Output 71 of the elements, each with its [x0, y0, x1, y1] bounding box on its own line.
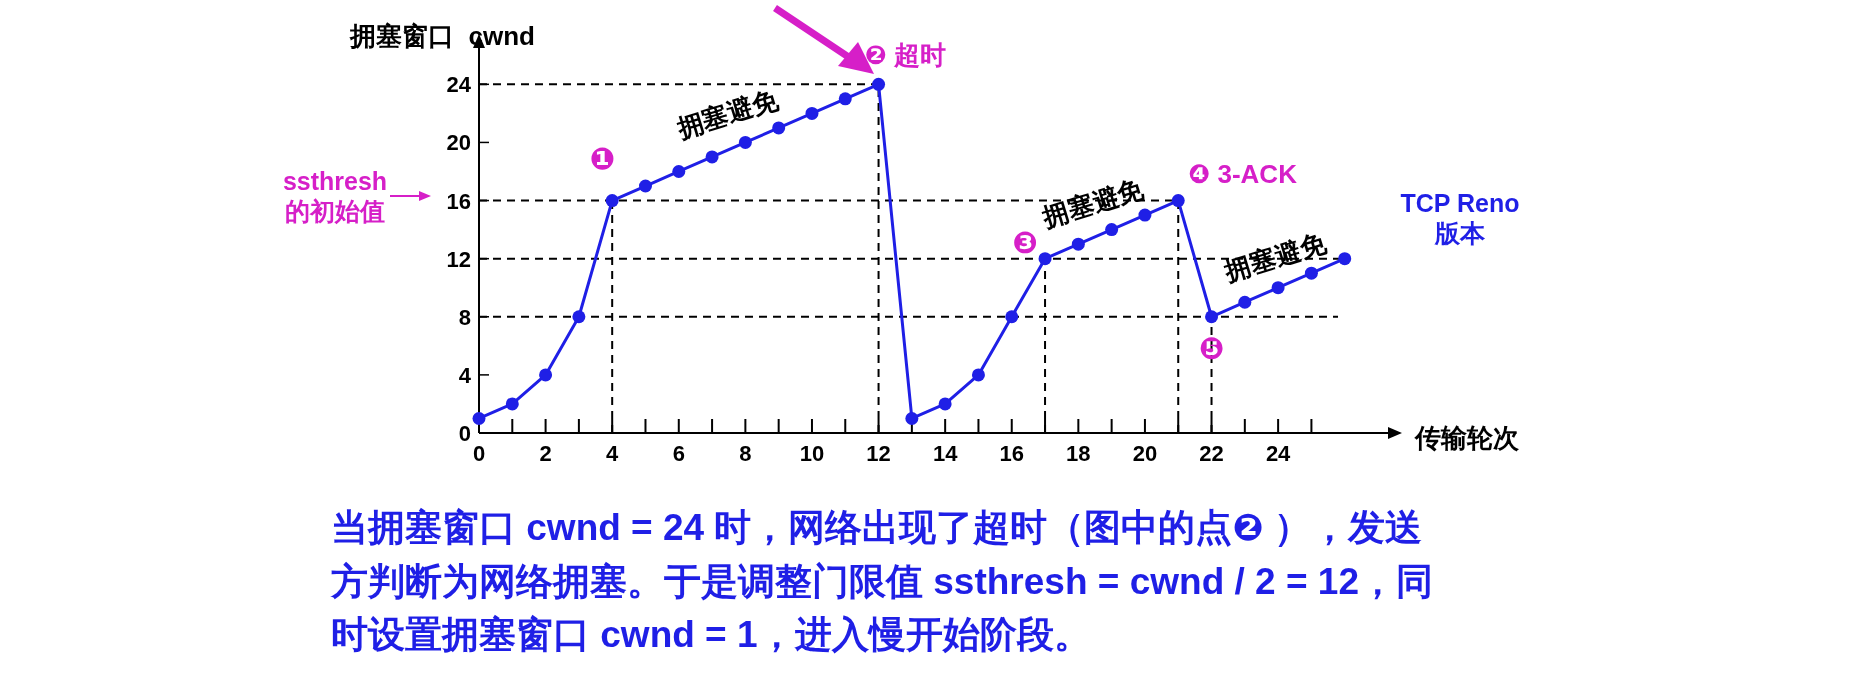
x-tick: 12	[866, 418, 891, 466]
annotation: 拥塞避免	[672, 83, 783, 144]
annotation: ❷ 超时	[864, 40, 946, 71]
x-tick-label: 24	[1265, 441, 1292, 466]
point	[605, 194, 619, 208]
x-tick-label: 16	[999, 441, 1024, 466]
y-axis-title: 拥塞窗口 cwnd	[349, 21, 535, 51]
annotation: ❺	[1198, 331, 1225, 365]
y-tick-label: 0	[458, 421, 471, 446]
x-tick-label: 22	[1199, 441, 1224, 466]
y-tick-label: 12	[446, 246, 471, 272]
y-tick-label: 20	[446, 130, 471, 156]
x-tick: 6	[672, 418, 685, 466]
x-tick: 16	[999, 418, 1024, 466]
point	[872, 77, 886, 91]
x-tick-label: 14	[932, 441, 959, 466]
x-tick: 14	[932, 418, 958, 466]
x-tick-label: 8	[739, 441, 752, 466]
x-tick-label: 6	[672, 441, 685, 466]
point	[938, 397, 952, 411]
point	[971, 368, 985, 382]
point	[738, 135, 752, 149]
point	[1238, 295, 1252, 309]
x-tick-label: 18	[1066, 441, 1091, 466]
annotation: ❹ 3-ACK	[1188, 158, 1298, 189]
x-tick-label: 12	[866, 441, 891, 466]
point	[1271, 281, 1285, 295]
x-tick: 2	[539, 418, 552, 466]
x-tick: 8	[739, 418, 752, 466]
point	[805, 106, 819, 120]
text: 当拥塞窗口 cwnd = 24 时，网络出现了超时（图中的点❷ ），发送方判断为网络拥塞。于是调整门限值 ssthresh = cwnd / 2 = 12，同时设置拥塞窗口 cwnd = 1，进入慢开始阶段。	[330, 507, 1433, 656]
point	[1005, 310, 1019, 324]
annotation: 拥塞避免	[1220, 227, 1331, 287]
point	[572, 310, 586, 324]
point	[772, 121, 786, 135]
x-tick-label: 4	[606, 441, 620, 466]
y-tick-label: 16	[446, 188, 471, 214]
point	[672, 164, 686, 178]
x-tick: 22	[1199, 418, 1224, 466]
point	[1038, 252, 1052, 266]
point	[1138, 208, 1152, 222]
point	[1105, 223, 1119, 237]
y-tick-label: 4	[458, 362, 472, 388]
point	[638, 179, 652, 193]
text: ssthresh 的初始值	[282, 167, 388, 225]
point	[838, 92, 852, 106]
point	[905, 411, 919, 425]
text: TCP Reno 版本	[1400, 189, 1520, 247]
annotation: 拥塞避免	[1037, 173, 1149, 233]
annotation: ❸	[1012, 225, 1038, 259]
x-tick: 24	[1265, 418, 1291, 466]
point	[505, 397, 519, 411]
annotation: ❶	[589, 141, 615, 175]
x-tick: 18	[1066, 418, 1091, 466]
point	[1304, 266, 1318, 280]
x-axis-title: 传输轮次	[1414, 423, 1520, 453]
point	[1205, 310, 1219, 324]
point	[539, 368, 553, 382]
x-tick-label: 20	[1132, 441, 1158, 466]
x-tick: 4	[606, 418, 619, 466]
x-tick: 10	[799, 418, 825, 466]
point	[705, 150, 719, 164]
x-tick-label: 10	[799, 441, 825, 466]
point	[472, 411, 486, 425]
x-tick-label: 2	[539, 441, 552, 466]
point	[1071, 237, 1085, 251]
point	[1171, 194, 1185, 208]
y-tick-label: 24	[446, 72, 472, 98]
point	[1338, 252, 1352, 266]
x-tick: 20	[1132, 418, 1158, 466]
y-tick-label: 8	[458, 304, 471, 330]
